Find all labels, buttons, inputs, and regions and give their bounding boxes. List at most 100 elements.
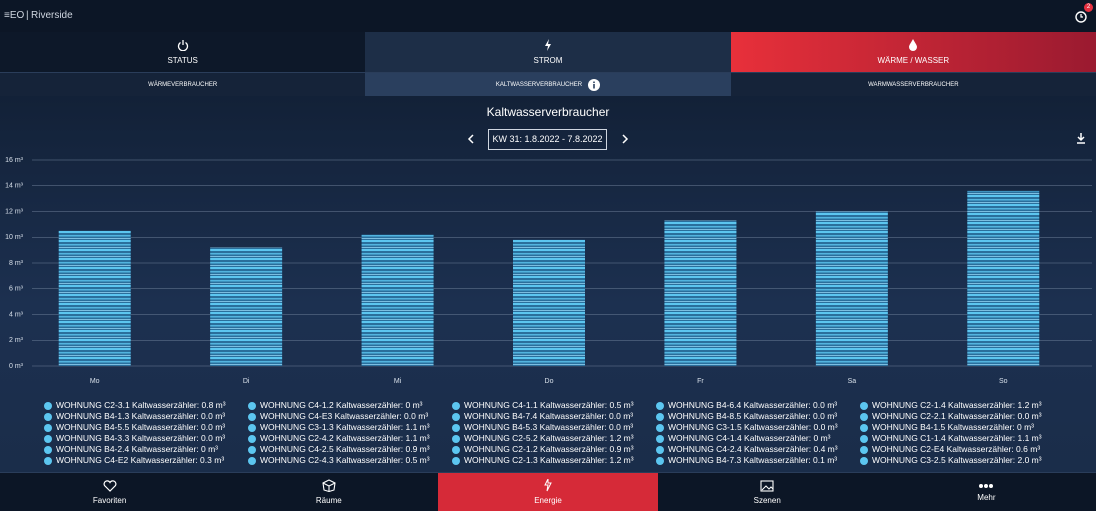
legend-swatch: [44, 423, 52, 432]
legend-item[interactable]: WOHNUNG C2-1.3 Kaltwasserzähler: 1.2 m³: [452, 455, 656, 466]
legend-item[interactable]: WOHNUNG C4-E2 Kaltwasserzähler: 0.3 m³: [44, 455, 248, 466]
chart: 0 m³ 2 m³ 4 m³ 6 m³ 8 m³ 10 m³ 12 m³ 14 m³ 16 m³…: [5, 157, 1092, 385]
prev-week[interactable]: [466, 134, 476, 144]
tab[interactable]: WÄRME / WASSER: [730, 32, 1096, 72]
legend-swatch: [656, 434, 664, 443]
next-week[interactable]: [620, 134, 630, 144]
nav-item[interactable]: Räume: [219, 473, 438, 511]
legend-column: WOHNUNG B4-6.4 Kaltwasserzähler: 0.0 m³ W…: [656, 400, 860, 471]
legend-label: WOHNUNG C3-1.3 Kaltwasserzähler: 1.1 m³: [260, 422, 430, 432]
legend-column: WOHNUNG C2-1.4 Kaltwasserzähler: 1.2 m³ W…: [860, 400, 1064, 471]
legend-item[interactable]: WOHNUNG C4-2.4 Kaltwasserzähler: 0.4 m³: [656, 444, 860, 455]
bar: [513, 239, 585, 366]
tab-label: STATUS: [167, 56, 198, 65]
legend-label: WOHNUNG C4-2.5 Kaltwasserzähler: 0.9 m³: [260, 444, 430, 454]
legend-item[interactable]: WOHNUNG C2-1.2 Kaltwasserzähler: 0.9 m³: [452, 444, 656, 455]
nav-item[interactable]: Szenen: [658, 473, 877, 511]
tab[interactable]: STATUS: [0, 32, 366, 72]
legend-swatch: [452, 434, 460, 443]
legend-item[interactable]: WOHNUNG C2-1.4 Kaltwasserzähler: 1.2 m³: [860, 400, 1064, 411]
legend-label: WOHNUNG C1-1.4 Kaltwasserzähler: 1.1 m³: [872, 433, 1042, 443]
date-range[interactable]: KW 31: 1.8.2022 - 7.8.2022: [488, 129, 607, 150]
legend-item[interactable]: WOHNUNG C2-3.1 Kaltwasserzähler: 0.8 m³: [44, 400, 248, 411]
legend-item[interactable]: WOHNUNG C2-4.2 Kaltwasserzähler: 1.1 m³: [248, 433, 452, 444]
legend-item[interactable]: WOHNUNG B4-1.5 Kaltwasserzähler: 0 m³: [860, 422, 1064, 433]
legend-swatch: [656, 456, 664, 465]
x-tick-label: Fr: [697, 378, 704, 385]
legend-swatch: [248, 456, 256, 465]
legend-item[interactable]: WOHNUNG B4-3.3 Kaltwasserzähler: 0.0 m³: [44, 433, 248, 444]
legend-item[interactable]: WOHNUNG B4-7.3 Kaltwasserzähler: 0.1 m³: [656, 455, 860, 466]
legend-item[interactable]: WOHNUNG C1-1.4 Kaltwasserzähler: 1.1 m³: [860, 433, 1064, 444]
legend-label: WOHNUNG C4-2.4 Kaltwasserzähler: 0.4 m³: [668, 444, 838, 454]
heart-icon: [103, 479, 117, 492]
legend-swatch: [860, 412, 868, 421]
legend-item[interactable]: WOHNUNG C4-1.1 Kaltwasserzähler: 0.5 m³: [452, 400, 656, 411]
legend-item[interactable]: WOHNUNG B4-7.4 Kaltwasserzähler: 0.0 m³: [452, 411, 656, 422]
legend-item[interactable]: WOHNUNG B4-8.5 Kaltwasserzähler: 0.0 m³: [656, 411, 860, 422]
legend-item[interactable]: WOHNUNG B4-1.3 Kaltwasserzähler: 0.0 m³: [44, 411, 248, 422]
legend-column: WOHNUNG C4-1.2 Kaltwasserzähler: 0 m³ WOH…: [248, 400, 452, 471]
legend-swatch: [44, 434, 52, 443]
x-tick-label: Do: [545, 378, 554, 385]
legend-item[interactable]: WOHNUNG C2-2.1 Kaltwasserzähler: 0.0 m³: [860, 411, 1064, 422]
legend-item[interactable]: WOHNUNG B4-2.4 Kaltwasserzähler: 0 m³: [44, 444, 248, 455]
scenes-icon: [760, 479, 774, 492]
legend-label: WOHNUNG C3-1.5 Kaltwasserzähler: 0.0 m³: [668, 422, 838, 432]
sub-tab[interactable]: WARMWASSERVERBRAUCHER: [730, 72, 1096, 96]
nav-item[interactable]: Energie: [438, 473, 658, 511]
sub-tab[interactable]: KALTWASSERVERBRAUCHER: [365, 72, 731, 96]
legend-swatch: [248, 423, 256, 432]
y-tick-label: 0 m³: [9, 363, 24, 370]
legend-item[interactable]: WOHNUNG C4-E3 Kaltwasserzähler: 0.0 m³: [248, 411, 452, 422]
legend-item[interactable]: WOHNUNG C2-4.3 Kaltwasserzähler: 0.5 m³: [248, 455, 452, 466]
info-icon[interactable]: [588, 78, 601, 91]
sub-tab[interactable]: WÄRMEVERBRAUCHER: [0, 72, 366, 96]
bottom-nav: Favoriten Räume Energie Szenen Mehr: [0, 472, 1096, 511]
x-tick-label: So: [999, 378, 1008, 385]
y-tick-label: 2 m³: [9, 337, 24, 344]
rooms-icon: [322, 479, 336, 492]
legend-item[interactable]: WOHNUNG B4-5.3 Kaltwasserzähler: 0.0 m³: [452, 422, 656, 433]
legend-item[interactable]: WOHNUNG C4-1.4 Kaltwasserzähler: 0 m³: [656, 433, 860, 444]
legend-label: WOHNUNG C4-E3 Kaltwasserzähler: 0.0 m³: [260, 411, 429, 421]
legend-swatch: [44, 412, 52, 421]
legend-item[interactable]: WOHNUNG C3-1.3 Kaltwasserzähler: 1.1 m³: [248, 422, 452, 433]
bolt-icon: [544, 39, 551, 51]
legend-label: WOHNUNG C3-2.5 Kaltwasserzähler: 2.0 m³: [872, 455, 1042, 465]
separator: |: [26, 10, 29, 21]
legend-item[interactable]: WOHNUNG C2-E4 Kaltwasserzähler: 0.6 m³: [860, 444, 1064, 455]
site-name: Riverside: [31, 10, 73, 21]
drop-icon: [909, 39, 918, 51]
legend-swatch: [248, 445, 256, 454]
legend-item[interactable]: WOHNUNG C4-1.2 Kaltwasserzähler: 0 m³: [248, 400, 452, 411]
download-icon[interactable]: [1076, 133, 1086, 144]
legend-item[interactable]: WOHNUNG B4-6.4 Kaltwasserzähler: 0.0 m³: [656, 400, 860, 411]
legend-label: WOHNUNG C4-1.1 Kaltwasserzähler: 0.5 m³: [464, 400, 634, 410]
logo: ≡EO: [4, 10, 25, 21]
alarm-icon[interactable]: [1074, 9, 1088, 23]
tab-label: STROM: [533, 56, 563, 65]
tab-label: WÄRME / WASSER: [877, 56, 950, 65]
legend-swatch: [248, 434, 256, 443]
nav-item[interactable]: Mehr: [877, 473, 1096, 511]
y-tick-label: 6 m³: [9, 286, 24, 293]
x-tick-label: Sa: [848, 378, 857, 385]
tab[interactable]: STROM: [365, 32, 731, 72]
legend-label: WOHNUNG C2-2.1 Kaltwasserzähler: 0.0 m³: [872, 411, 1042, 421]
legend-label: WOHNUNG C4-1.4 Kaltwasserzähler: 0 m³: [668, 433, 831, 443]
legend-swatch: [248, 412, 256, 421]
legend-item[interactable]: WOHNUNG C2-5.2 Kaltwasserzähler: 1.2 m³: [452, 433, 656, 444]
legend-swatch: [860, 423, 868, 432]
legend-label: WOHNUNG B4-7.4 Kaltwasserzähler: 0.0 m³: [464, 411, 634, 421]
legend-swatch: [656, 412, 664, 421]
legend-item[interactable]: WOHNUNG C4-2.5 Kaltwasserzähler: 0.9 m³: [248, 444, 452, 455]
legend-label: WOHNUNG C2-1.4 Kaltwasserzähler: 1.2 m³: [872, 400, 1042, 410]
nav-item[interactable]: Favoriten: [0, 473, 219, 511]
legend-item[interactable]: WOHNUNG B4-5.5 Kaltwasserzähler: 0.0 m³: [44, 422, 248, 433]
nav-label: Mehr: [977, 492, 996, 502]
legend-item[interactable]: WOHNUNG C3-2.5 Kaltwasserzähler: 2.0 m³: [860, 455, 1064, 466]
legend-label: WOHNUNG C2-4.3 Kaltwasserzähler: 0.5 m³: [260, 455, 430, 465]
legend-item[interactable]: WOHNUNG C3-1.5 Kaltwasserzähler: 0.0 m³: [656, 422, 860, 433]
